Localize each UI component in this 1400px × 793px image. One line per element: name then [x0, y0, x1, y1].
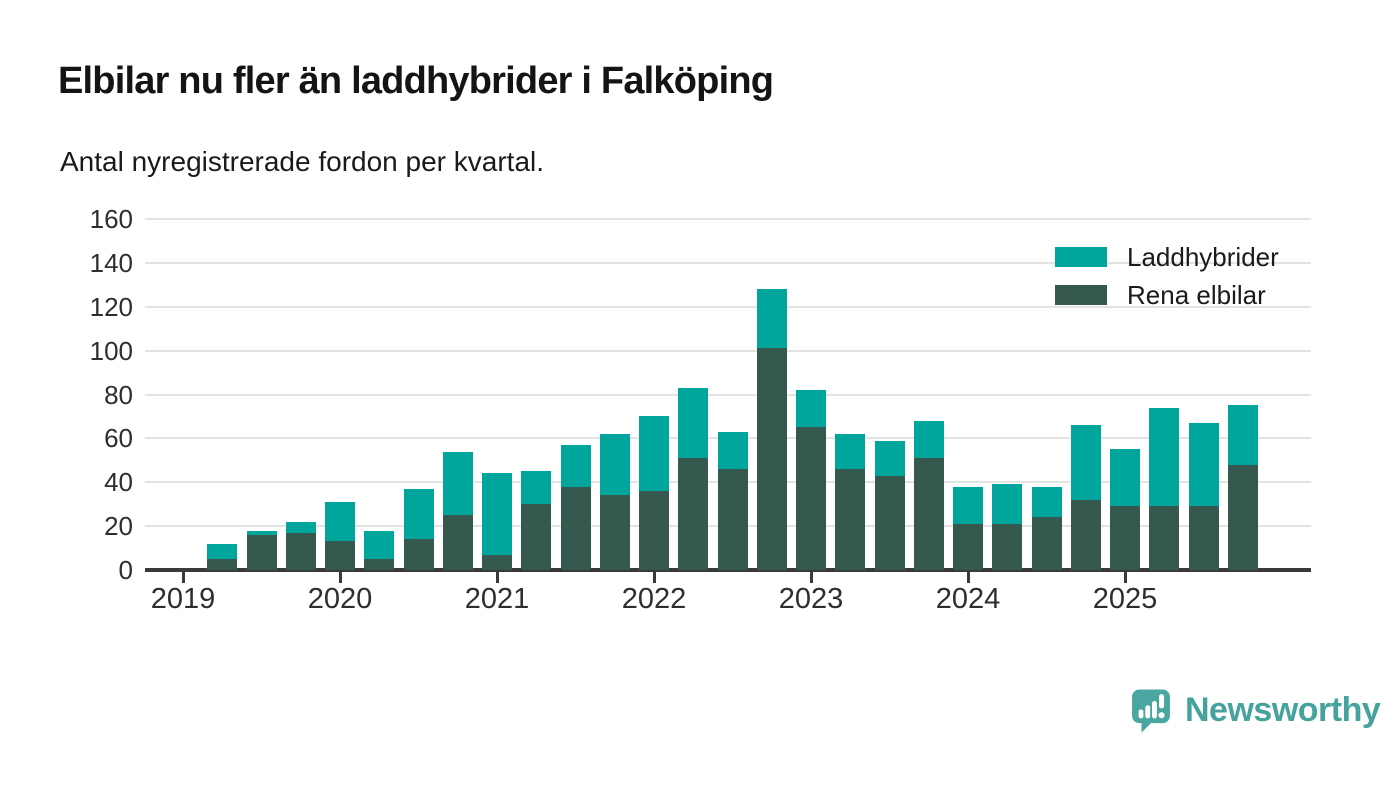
legend-swatch-laddhybrider: [1055, 247, 1107, 267]
bar-segment-rena-elbilar: [403, 539, 434, 570]
bar-segment-rena-elbilar: [717, 469, 748, 570]
x-axis-tick-label: 2024: [935, 583, 1001, 615]
bar-segment-laddhybrider: [521, 471, 552, 505]
bar-segment-laddhybrider: [953, 486, 983, 524]
x-axis-tick-label: 2019: [150, 583, 216, 615]
bar-segment-rena-elbilar: [599, 495, 630, 570]
bar-segment-laddhybrider: [1110, 449, 1140, 507]
bar-segment-laddhybrider: [207, 543, 238, 560]
bar-segment-laddhybrider: [756, 289, 787, 349]
chart-subtitle: Antal nyregistrerade fordon per kvartal.: [60, 146, 545, 177]
bar-segment-rena-elbilar: [678, 458, 709, 570]
x-axis-tick: [809, 570, 813, 583]
gridline: [145, 305, 1311, 308]
bar-segment-laddhybrider: [835, 433, 866, 470]
bar-segment-rena-elbilar: [639, 491, 669, 570]
bar-segment-laddhybrider: [992, 484, 1023, 524]
bar-segment-laddhybrider: [325, 501, 355, 542]
bar-segment-laddhybrider: [1070, 425, 1101, 500]
bar-segment-laddhybrider: [364, 530, 395, 560]
bar-segment-rena-elbilar: [482, 554, 512, 570]
x-axis-tick-label: 2022: [621, 583, 687, 615]
gridline: [145, 261, 1311, 264]
x-axis-tick: [495, 570, 499, 583]
y-axis-tick-label: 140: [89, 247, 133, 278]
y-axis-tick-label: 80: [104, 379, 133, 410]
bar-segment-rena-elbilar: [756, 348, 787, 570]
x-axis-tick: [652, 570, 656, 583]
bar-segment-laddhybrider: [1149, 407, 1180, 507]
y-axis-tick-label: 0: [118, 555, 133, 585]
y-axis-tick-label: 160: [89, 204, 133, 234]
bar-segment-rena-elbilar: [325, 541, 355, 570]
bar-segment-laddhybrider: [717, 431, 748, 470]
gridline: [145, 218, 1311, 220]
x-axis-tick-label: 2020: [307, 583, 373, 615]
bar-segment-rena-elbilar: [285, 532, 316, 570]
bar-segment-laddhybrider: [560, 444, 591, 487]
y-axis-tick-label: 40: [104, 467, 133, 498]
bar-segment-rena-elbilar: [1227, 464, 1258, 570]
bar-segment-rena-elbilar: [835, 469, 866, 570]
x-axis-tick-label: 2021: [464, 583, 530, 615]
bar-segment-laddhybrider: [874, 440, 905, 476]
bar-segment-rena-elbilar: [953, 523, 983, 570]
legend-swatch-rena-elbilar: [1055, 285, 1107, 305]
bar-segment-rena-elbilar: [1149, 506, 1180, 570]
bar-segment-rena-elbilar: [521, 504, 552, 570]
legend-label-rena-elbilar: Rena elbilar: [1127, 280, 1266, 310]
bar-segment-laddhybrider: [678, 387, 709, 459]
x-axis-line: [145, 568, 1311, 572]
bar-segment-laddhybrider: [639, 416, 669, 492]
x-axis-tick: [966, 570, 970, 583]
y-axis-tick-label: 20: [104, 511, 133, 542]
newsworthy-logo: Newsworthy: [1131, 688, 1381, 733]
bar-segment-rena-elbilar: [874, 475, 905, 570]
bar-segment-laddhybrider: [246, 530, 277, 535]
x-axis-tick: [1123, 570, 1127, 583]
bar-segment-rena-elbilar: [992, 523, 1023, 570]
y-axis-tick-label: 120: [89, 291, 133, 322]
x-axis-tick: [338, 570, 342, 583]
bar-segment-rena-elbilar: [1110, 506, 1140, 570]
bar-segment-laddhybrider: [1031, 486, 1062, 518]
bar-segment-rena-elbilar: [1031, 517, 1062, 570]
gridline: [145, 393, 1311, 396]
bar-segment-laddhybrider: [403, 488, 434, 540]
bar-segment-rena-elbilar: [560, 486, 591, 570]
bar-segment-rena-elbilar: [207, 559, 238, 570]
x-axis-tick-label: 2023: [778, 583, 844, 615]
bar-segment-laddhybrider: [442, 451, 473, 516]
x-axis-tick: [181, 570, 185, 583]
y-axis-tick-label: 60: [104, 423, 133, 454]
bar-segment-rena-elbilar: [364, 559, 395, 570]
bar-segment-laddhybrider: [1188, 423, 1219, 507]
bar-segment-rena-elbilar: [1188, 506, 1219, 570]
legend-label-laddhybrider: Laddhybrider: [1127, 242, 1279, 272]
bar-segment-laddhybrider: [796, 390, 826, 428]
bar-segment-laddhybrider: [1227, 405, 1258, 465]
bar-segment-rena-elbilar: [1070, 499, 1101, 570]
bar-segment-laddhybrider: [285, 521, 316, 533]
y-axis-tick-label: 100: [89, 335, 133, 366]
bar-segment-laddhybrider: [599, 433, 630, 496]
brand-name: Newsworthy: [1185, 691, 1381, 729]
gridline: [145, 349, 1311, 352]
newsworthy-bubble-chart-icon: [1131, 688, 1171, 733]
bar-segment-laddhybrider: [913, 420, 944, 459]
bar-segment-laddhybrider: [482, 473, 512, 555]
bar-segment-rena-elbilar: [246, 534, 277, 570]
bar-segment-rena-elbilar: [796, 427, 826, 570]
bar-segment-rena-elbilar: [442, 515, 473, 570]
bar-segment-rena-elbilar: [913, 458, 944, 570]
x-axis-tick-label: 2025: [1092, 583, 1158, 615]
chart-title: Elbilar nu fler än laddhybrider i Falköp…: [58, 60, 774, 102]
